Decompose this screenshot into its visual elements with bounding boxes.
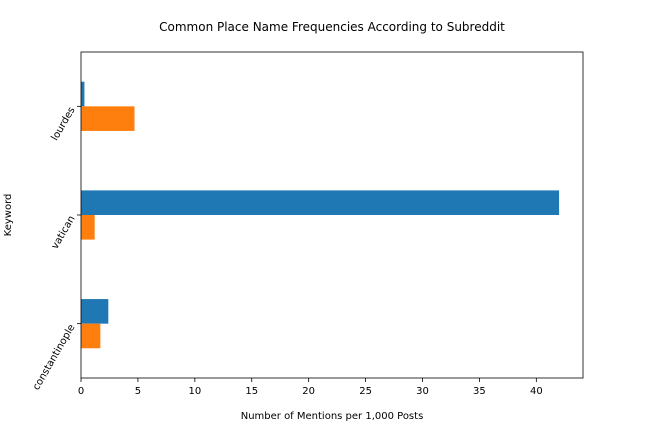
y-tick-label-vatican: vatican (50, 214, 78, 251)
bars (81, 81, 560, 349)
x-tick-label: 15 (245, 386, 258, 397)
y-axis-ticks: lourdes vatican constantinople (31, 105, 81, 392)
chart-title: Common Place Name Frequencies According … (159, 20, 505, 34)
x-tick-label: 40 (530, 386, 543, 397)
x-tick-label: 0 (78, 386, 84, 397)
x-tick-label: 20 (302, 386, 315, 397)
bar-vatican-series-2 (81, 215, 95, 240)
x-axis-label: Number of Mentions per 1,000 Posts (241, 411, 424, 422)
bar-vatican-series-1 (81, 190, 560, 215)
x-tick-label: 10 (188, 386, 201, 397)
bar-lourdes-series-1 (81, 81, 85, 107)
bar-constantinople-series-1 (81, 299, 109, 324)
x-tick-label: 30 (416, 386, 429, 397)
bar-lourdes-series-2 (81, 106, 135, 131)
y-tick-label-lourdes: lourdes (50, 105, 78, 142)
x-tick-label: 5 (135, 386, 141, 397)
y-axis-label: Keyword (3, 194, 14, 237)
x-tick-label: 35 (473, 386, 486, 397)
x-tick-label: 25 (359, 386, 372, 397)
bar-constantinople-series-2 (81, 323, 101, 349)
y-tick-label-constantinople: constantinople (31, 323, 78, 393)
x-axis-ticks: 0 5 10 15 20 25 30 35 40 (78, 378, 543, 397)
